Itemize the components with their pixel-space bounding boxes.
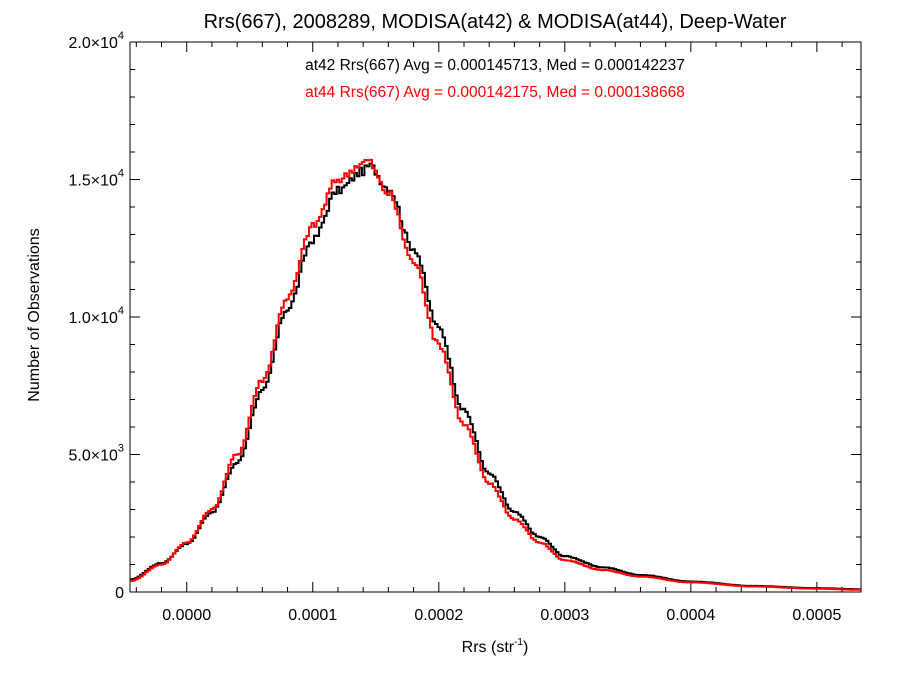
y-tick-label: 0 (115, 585, 124, 602)
x-tick-label: 0.0003 (540, 607, 589, 624)
y-tick-label: 1.5×104 (68, 168, 124, 190)
y-tick-mantissa: 1.0×10 (68, 310, 117, 327)
y-axis-label: Number of Observations (26, 228, 43, 401)
x-axis-label: Rrs (str-1) (462, 637, 529, 656)
x-axis-ticks: 0.0000 0.0001 0.0002 0.0003 0.0004 0.0005 (135, 42, 843, 624)
annotation-at44: at44 Rrs(667) Avg = 0.000142175, Med = 0… (305, 84, 685, 101)
series-0-line (130, 162, 861, 591)
chart-title: Rrs(667), 2008289, MODISA(at42) & MODISA… (204, 11, 787, 33)
y-tick-label: 1.0×104 (68, 305, 124, 327)
y-tick-exponent: 3 (118, 443, 124, 455)
y-tick-exponent: 4 (118, 168, 124, 180)
y-tick-mantissa: 5.0×10 (68, 448, 117, 465)
x-axis-label-sup: -1 (514, 637, 523, 648)
x-axis-label-end: ) (523, 639, 528, 656)
y-tick-mantissa: 0 (115, 585, 124, 602)
x-tick-label: 0.0001 (288, 607, 337, 624)
plot-frame (129, 41, 862, 593)
x-tick-label: 0.0000 (162, 607, 211, 624)
annotation-at42: at42 Rrs(667) Avg = 0.000145713, Med = 0… (305, 57, 685, 74)
x-axis-label-base: Rrs (str (462, 639, 515, 656)
y-tick-mantissa: 1.5×10 (68, 173, 117, 190)
y-tick-exponent: 4 (118, 30, 124, 42)
x-tick-label: 0.0002 (414, 607, 463, 624)
series-layer (130, 158, 861, 591)
x-tick-label: 0.0005 (792, 607, 841, 624)
y-tick-exponent: 4 (118, 305, 124, 317)
y-tick-label: 2.0×104 (68, 30, 124, 52)
x-tick-label: 0.0004 (666, 607, 715, 624)
y-tick-mantissa: 2.0×10 (68, 35, 117, 52)
series-1-line (130, 158, 861, 591)
y-tick-label: 5.0×103 (68, 443, 124, 465)
